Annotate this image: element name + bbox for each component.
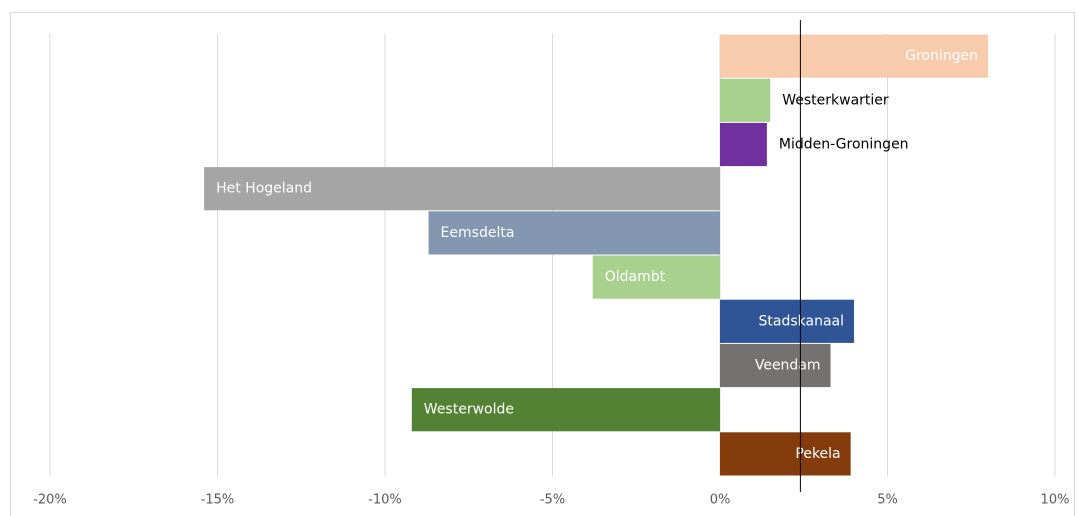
- x-tick-label: 5%: [877, 493, 898, 508]
- bar-label: Oldambt: [605, 269, 666, 285]
- bar: [720, 122, 767, 167]
- bar: [204, 167, 721, 211]
- bar-label: Midden-Groningen: [779, 137, 909, 153]
- bar: [720, 432, 851, 476]
- bar-label: Pekela: [795, 446, 840, 462]
- bar: [411, 388, 720, 432]
- bar: [720, 299, 854, 343]
- bar-label: Stadskanaal: [759, 313, 845, 329]
- bar-label: Westerwolde: [424, 402, 514, 418]
- bar-label: Groningen: [905, 48, 978, 64]
- x-tick-label: -5%: [540, 493, 565, 508]
- bar-label: Westerkwartier: [782, 92, 889, 108]
- bar-label: Eemsdelta: [441, 225, 515, 241]
- bar: [720, 343, 831, 388]
- chart-border: [10, 12, 1075, 516]
- bar-label: Het Hogeland: [216, 181, 312, 197]
- bar: [720, 78, 771, 122]
- x-tick-label: -10%: [368, 493, 402, 508]
- x-tick-label: -20%: [33, 493, 67, 508]
- x-tick-label: 0%: [710, 493, 731, 508]
- bar: [592, 255, 720, 299]
- bar-label: Veendam: [755, 358, 821, 374]
- bar: [428, 211, 720, 255]
- x-tick-label: -15%: [201, 493, 235, 508]
- x-tick-label: 10%: [1041, 493, 1070, 508]
- bar: [720, 34, 988, 78]
